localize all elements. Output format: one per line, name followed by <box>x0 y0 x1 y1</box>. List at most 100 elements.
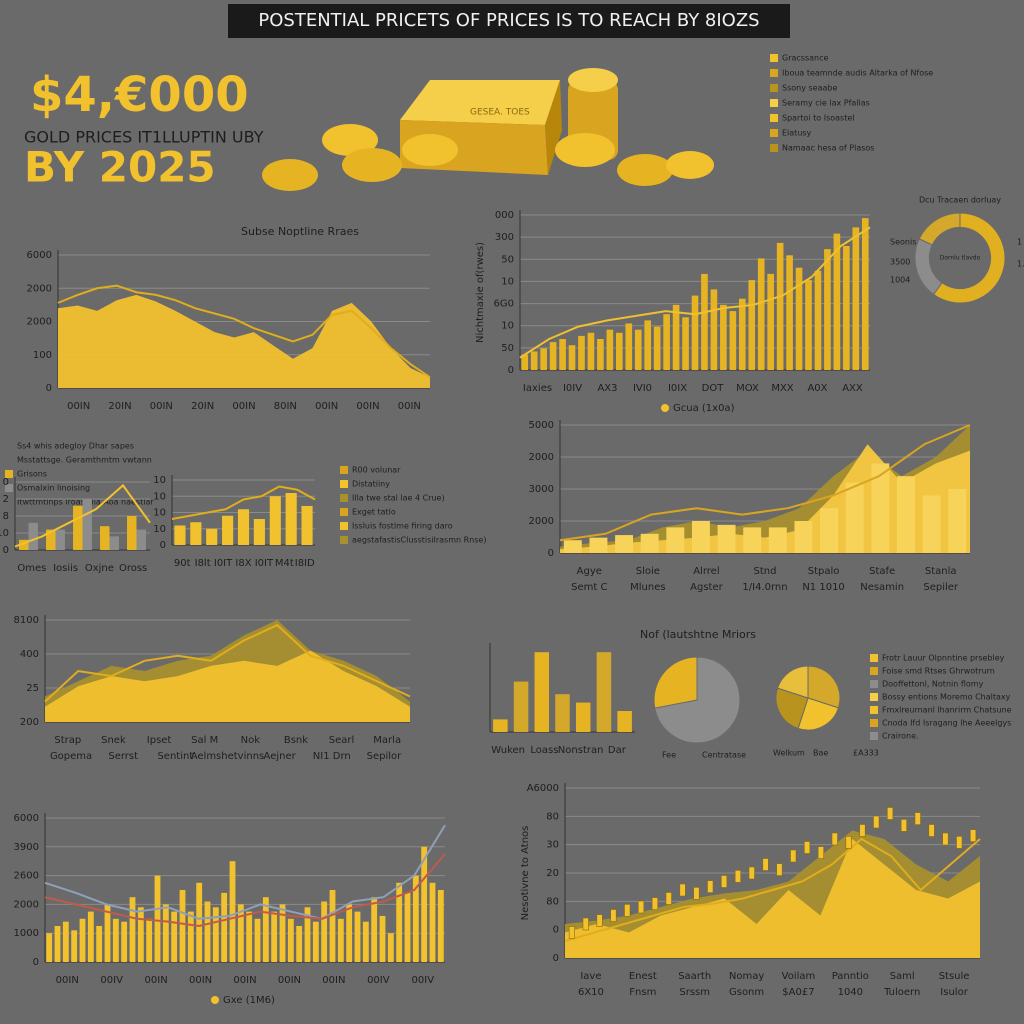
legend-swatch <box>870 667 878 675</box>
bar <box>634 329 642 370</box>
bar <box>73 505 83 550</box>
y-tick-label: 0 <box>46 383 52 394</box>
bar <box>129 897 136 962</box>
bar <box>204 901 211 962</box>
x-tick-label: Agster <box>690 582 723 593</box>
bar <box>71 930 78 962</box>
bar <box>640 533 659 553</box>
legend-label: aegstafastisClusstisiIrasmn Rnse) <box>352 536 486 545</box>
bar <box>296 926 303 962</box>
bar <box>534 652 550 732</box>
legend-label: Ssony seaabe <box>782 84 837 93</box>
bar <box>717 524 736 553</box>
x-tick-label: Sepiler <box>923 582 959 593</box>
legend-swatch <box>870 654 878 662</box>
legend-swatch <box>770 69 778 77</box>
bar <box>768 527 787 553</box>
bar <box>814 270 822 370</box>
x-tick-label: Stsule <box>939 971 970 982</box>
candle <box>942 832 949 846</box>
bar <box>87 911 94 962</box>
bar <box>597 339 604 370</box>
x-tick-label: Nomay <box>729 971 764 982</box>
y-tick-label: 10 <box>0 528 9 539</box>
y-tick-label: 0 <box>508 365 514 376</box>
bar <box>19 539 29 550</box>
bar <box>246 911 253 962</box>
x-tick-label: Bsnk <box>284 735 308 746</box>
bar <box>329 890 336 962</box>
bar <box>843 246 850 370</box>
legend-swatch <box>770 84 778 92</box>
y-tick-label: 6000 <box>27 250 52 261</box>
bar <box>162 904 169 962</box>
x-tick-label: 20IN <box>191 401 214 412</box>
y-tick-label: 10 <box>501 276 514 287</box>
legend-swatch <box>340 508 348 516</box>
x-tick-label: 00IN <box>356 401 379 412</box>
x-tick-label: Iave <box>580 971 601 982</box>
bar <box>682 317 689 370</box>
bar <box>271 911 278 962</box>
area <box>565 839 980 958</box>
candle <box>596 914 603 927</box>
bar <box>371 897 378 962</box>
bar <box>96 926 103 962</box>
y-tick-label: 000 <box>495 210 514 221</box>
bar <box>387 933 394 962</box>
legend-label: Frotr Lauur Olpnntine prsebley <box>882 654 1005 663</box>
bar <box>794 521 813 553</box>
legend-label: Fmxlreurnanl lhanrirm Chatsune <box>882 706 1012 715</box>
candle <box>707 880 714 893</box>
pie-slice <box>775 687 809 730</box>
candle <box>568 926 575 939</box>
x-tick-label: Sloie <box>636 566 660 577</box>
x-tick-label: MOX <box>736 383 759 394</box>
bar <box>729 311 737 370</box>
pie-label: Bae <box>813 749 828 758</box>
y-tick-label: 2000 <box>27 317 52 328</box>
legend-swatch <box>870 693 878 701</box>
legend-label: Foise smd Rtses Ghrwotrurn <box>882 667 995 676</box>
y-tick-label: 1000 <box>14 928 39 939</box>
bar <box>691 521 710 553</box>
bar <box>549 342 557 370</box>
bar <box>521 354 529 370</box>
y-tick-label: 50 <box>501 254 514 265</box>
y-tick-label: 2000 <box>27 283 52 294</box>
candle <box>624 904 631 917</box>
y-tick-label: 100 <box>33 350 52 361</box>
candle <box>790 849 797 863</box>
candle <box>873 815 880 829</box>
bar <box>171 911 178 962</box>
x-tick-label: AX3 <box>597 383 617 394</box>
legend-label: Exget tatlo <box>352 508 396 517</box>
x-tick-label: 1040 <box>838 987 863 998</box>
x-tick-label: Omes <box>17 563 46 574</box>
y-tick-label: 8100 <box>14 615 39 626</box>
legend-swatch <box>770 114 778 122</box>
bar <box>212 907 219 962</box>
bar <box>672 304 680 370</box>
x-tick-label: Stafe <box>869 566 895 577</box>
x-tick-label: Nesamin <box>860 582 904 593</box>
line <box>44 853 446 928</box>
y-tick-label: 0 <box>553 953 559 964</box>
candle <box>914 812 921 825</box>
y-axis-title: Nesotivne to Atnos <box>520 826 531 921</box>
legend-label: Gracssance <box>782 54 828 63</box>
bar <box>229 861 236 962</box>
pie-slice <box>914 238 943 296</box>
bar <box>559 339 566 370</box>
bar <box>379 915 386 962</box>
y-tick-label: 10 <box>153 508 166 519</box>
candle <box>956 836 963 849</box>
bar <box>616 332 623 370</box>
line <box>44 824 446 920</box>
y-tick-label: A6000 <box>527 783 559 794</box>
gold-illustration <box>262 68 714 191</box>
x-tick-label: NI1 Drn <box>313 751 351 762</box>
bar <box>301 506 313 545</box>
bar <box>540 348 547 370</box>
x-tick-label: 80IN <box>274 401 297 412</box>
